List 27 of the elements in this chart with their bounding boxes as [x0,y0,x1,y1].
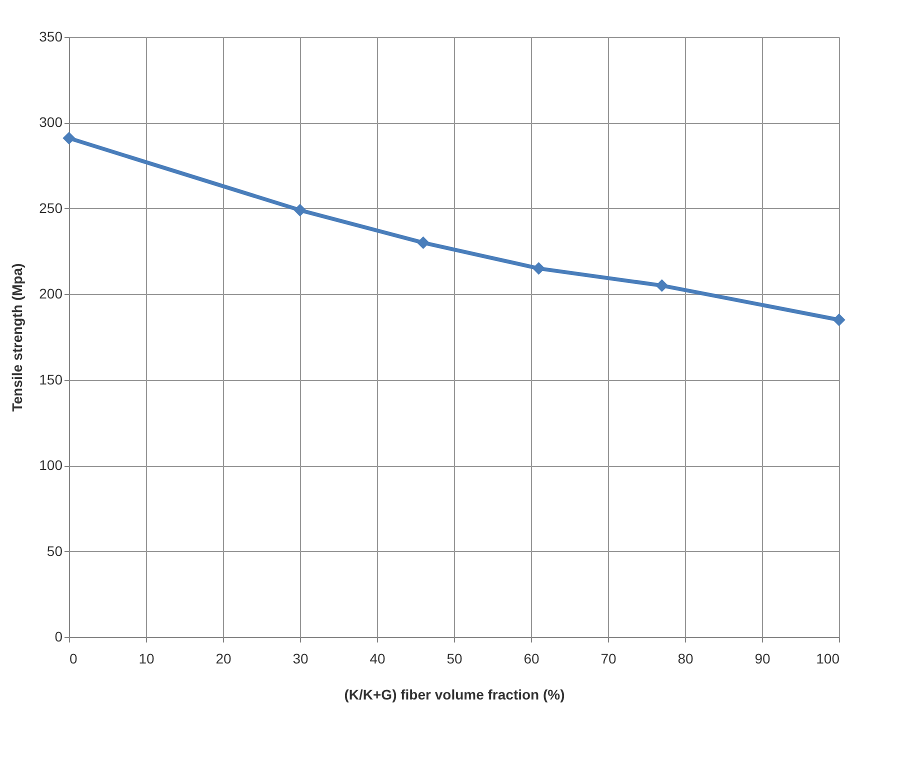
x-tick-label: 100 [816,650,840,666]
x-tick-label: 60 [524,650,540,666]
y-tick-label: 200 [39,286,63,302]
y-tick-label: 350 [39,28,63,44]
point [832,314,846,326]
point [62,132,76,144]
point [656,279,668,292]
x-tick-label: 50 [446,650,462,666]
x-tick-label: 90 [754,650,770,666]
y-tick-label: 50 [46,542,63,559]
x-tick-label: 70 [600,650,616,666]
y-tick-label: 100 [39,457,63,474]
point [294,204,306,216]
y-tick-label: 0 [54,628,63,644]
y-tick-label: 250 [39,200,63,216]
x-axis-title: (K/K+G) fiber volume fraction (%) [344,686,565,702]
x-tick-label: 10 [138,650,154,666]
x-tick-label: 0 [70,650,78,666]
point [532,262,546,275]
y-axis-title: Tensile strength (Mpa) [9,263,26,412]
x-tick-label: 40 [370,650,386,666]
y-tick-label: 300 [39,114,63,130]
x-tick-label: 30 [292,650,308,666]
x-tick-label: 80 [678,650,694,666]
y-tick-label: 150 [39,371,63,388]
x-tick-label: 20 [216,650,232,666]
point [416,236,430,250]
